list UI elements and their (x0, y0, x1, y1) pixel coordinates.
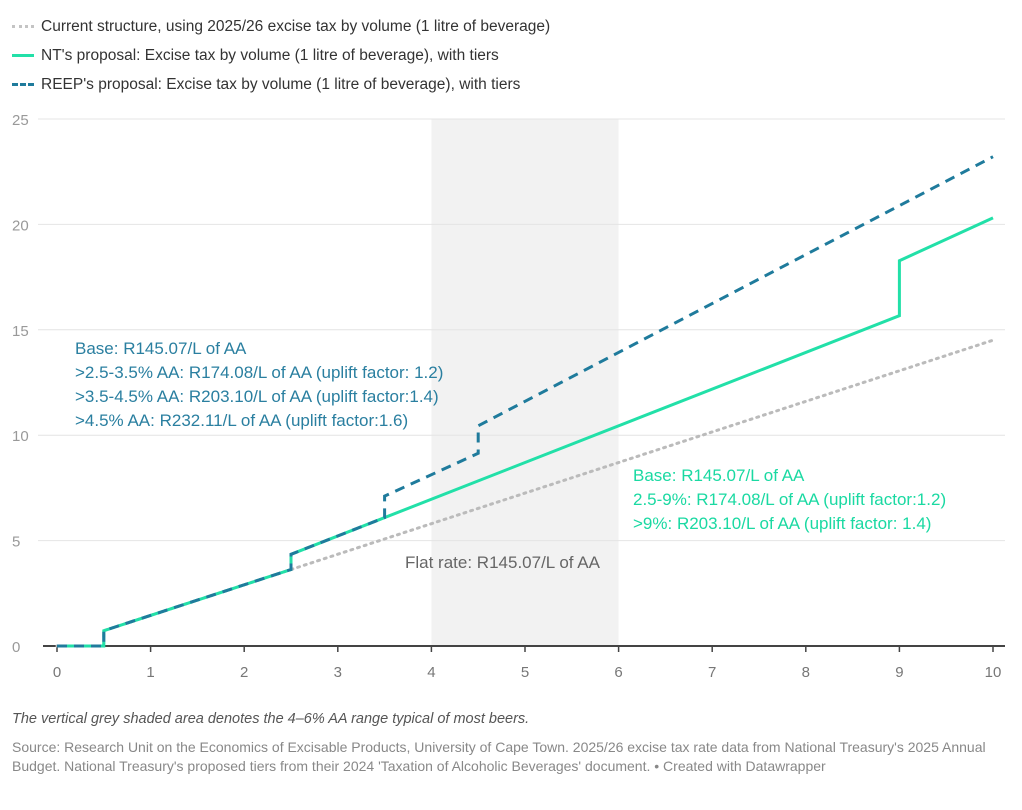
annotation-nt-tier: >9%: R203.10/L of AA (uplift factor: 1.4… (633, 514, 931, 533)
y-tick-label: 5 (12, 534, 20, 551)
legend-label-current: Current structure, using 2025/26 excise … (41, 17, 551, 35)
series-reep-line (57, 155, 994, 648)
annotation-nt-tier: Base: R145.07/L of AA (633, 466, 805, 485)
chart-note: The vertical grey shaded area denotes th… (12, 711, 530, 727)
y-tick-label: 10 (12, 428, 29, 445)
legend-item-reep: REEP's proposal: Excise tax by volume (1… (12, 70, 550, 99)
x-tick-label: 7 (708, 664, 716, 681)
annotation-reep-tier: >2.5-3.5% AA: R174.08/L of AA (uplift fa… (75, 363, 443, 382)
x-tick-label: 9 (895, 664, 903, 681)
legend-label-nt: NT's proposal: Excise tax by volume (1 l… (41, 46, 499, 64)
legend-item-current: Current structure, using 2025/26 excise … (12, 12, 550, 41)
legend: Current structure, using 2025/26 excise … (12, 12, 550, 99)
legend-label-reep: REEP's proposal: Excise tax by volume (1… (41, 75, 521, 93)
x-tick-label: 10 (985, 664, 1002, 681)
y-tick-label: 25 (12, 112, 29, 129)
x-tick-label: 6 (614, 664, 622, 681)
x-tick-label: 3 (334, 664, 342, 681)
x-tick-label: 5 (521, 664, 529, 681)
legend-item-nt: NT's proposal: Excise tax by volume (1 l… (12, 41, 550, 70)
legend-swatch-nt (12, 54, 34, 57)
annotation-reep-tier: Base: R145.07/L of AA (75, 339, 247, 358)
series-nt-line (57, 216, 994, 648)
y-tick-label: 0 (12, 639, 20, 656)
x-tick-label: 0 (53, 664, 61, 681)
annotation-reep-tier: >3.5-4.5% AA: R203.10/L of AA (uplift fa… (75, 387, 439, 406)
y-tick-label: 20 (12, 217, 29, 234)
x-tick-label: 4 (427, 664, 435, 681)
shaded-beer-range (431, 119, 619, 646)
y-tick-label: 15 (12, 323, 29, 340)
legend-swatch-current (12, 25, 34, 28)
x-tick-label: 2 (240, 664, 248, 681)
chart-source: Source: Research Unit on the Economics o… (12, 739, 986, 774)
x-tick-label: 8 (802, 664, 810, 681)
x-tick-label: 1 (146, 664, 154, 681)
annotation-flat-rate: Flat rate: R145.07/L of AA (405, 553, 601, 572)
annotation-nt-tier: 2.5-9%: R174.08/L of AA (uplift factor:1… (633, 490, 946, 509)
annotation-reep-tier: >4.5% AA: R232.11/L of AA (uplift factor… (75, 411, 408, 430)
plot-area: 0 5 10 15 20 25 0 1 2 3 4 5 6 7 8 9 10 Base: R145.07/L of… (12, 112, 1005, 681)
legend-swatch-reep (12, 83, 34, 86)
